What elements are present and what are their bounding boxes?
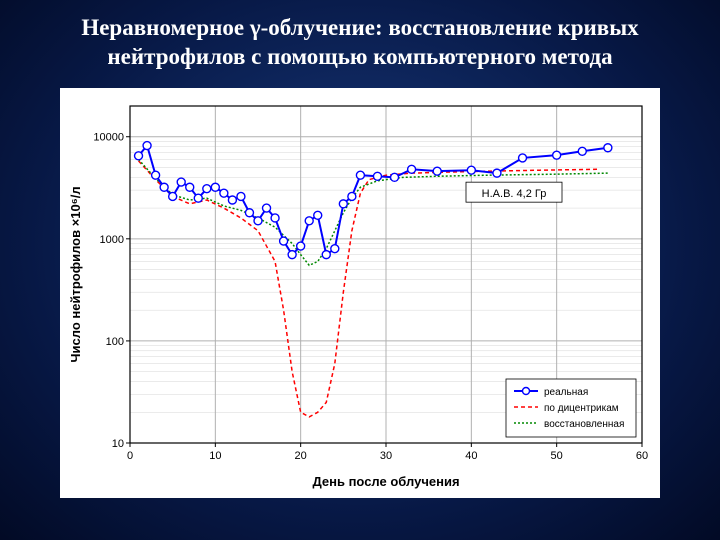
svg-text:по дицентрикам: по дицентрикам — [544, 403, 619, 414]
svg-text:Число нейтрофилов ×10⁶/л: Число нейтрофилов ×10⁶/л — [68, 186, 83, 362]
svg-text:40: 40 — [465, 450, 477, 462]
svg-text:20: 20 — [295, 450, 307, 462]
svg-text:реальная: реальная — [544, 387, 588, 398]
slide-title: Неравномерное γ-облучение: восстановлени… — [0, 0, 720, 80]
svg-text:Н.А.В. 4,2 Гр: Н.А.В. 4,2 Гр — [482, 188, 547, 200]
svg-text:100: 100 — [106, 335, 124, 347]
svg-text:50: 50 — [551, 450, 563, 462]
chart-container: 101001000100000102030405060День после об… — [60, 88, 660, 498]
title-line1: Неравномерное γ-облучение: восстановлени… — [81, 15, 638, 40]
svg-text:10000: 10000 — [93, 131, 124, 143]
svg-text:1000: 1000 — [100, 233, 124, 245]
svg-text:30: 30 — [380, 450, 392, 462]
svg-text:60: 60 — [636, 450, 648, 462]
svg-text:10: 10 — [112, 438, 124, 450]
svg-text:0: 0 — [127, 450, 133, 462]
svg-text:10: 10 — [209, 450, 221, 462]
svg-text:восстановленная: восстановленная — [544, 419, 624, 430]
title-line2: нейтрофилов с помощью компьютерного мето… — [107, 44, 612, 69]
chart-svg: 101001000100000102030405060День после об… — [60, 88, 660, 498]
slide-root: Неравномерное γ-облучение: восстановлени… — [0, 0, 720, 540]
svg-text:День после облучения: День после облучения — [312, 474, 459, 489]
